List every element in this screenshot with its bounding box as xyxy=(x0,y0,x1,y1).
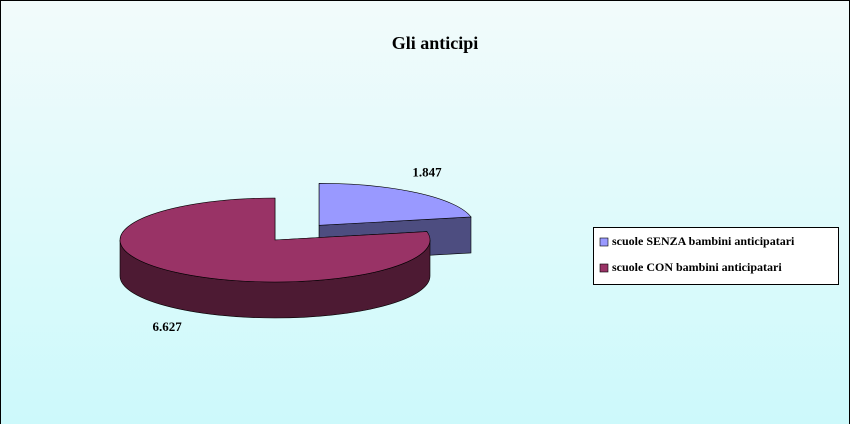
data-label: 6.627 xyxy=(153,319,183,334)
legend-swatch xyxy=(599,237,609,247)
legend-swatch xyxy=(599,263,609,273)
legend-label: scuole CON bambini anticipatari xyxy=(612,260,782,274)
pie-slice xyxy=(119,197,431,283)
legend xyxy=(593,227,839,285)
data-label: 1.847 xyxy=(412,164,442,179)
chart-title: Gli anticipi xyxy=(392,33,479,53)
pie-slice xyxy=(318,183,472,226)
legend-label: scuole SENZA bambini anticipatari xyxy=(612,234,795,248)
